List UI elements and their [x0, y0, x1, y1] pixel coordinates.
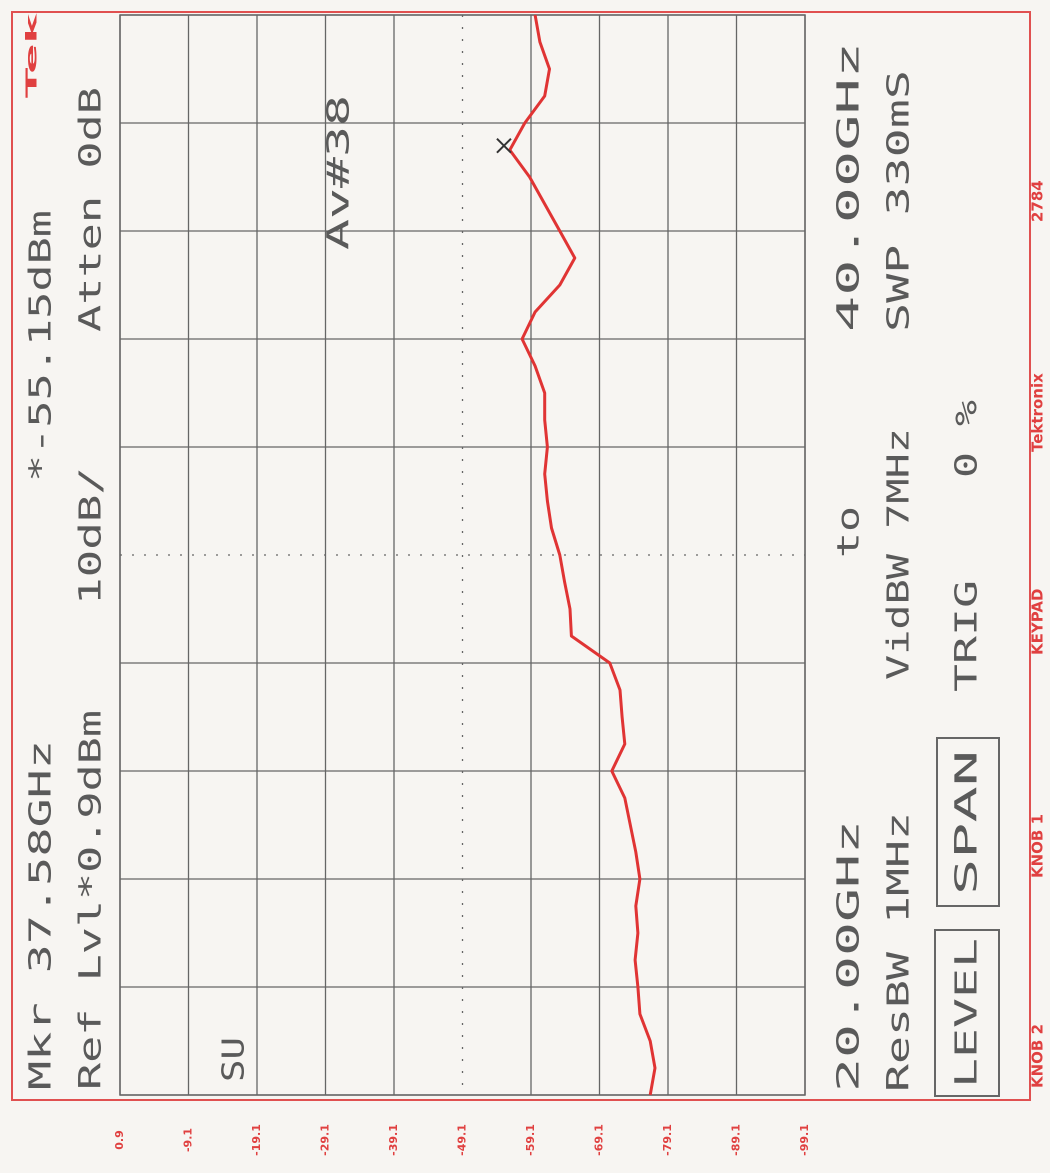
screen-text: Ref Lvl*0.9dBm [74, 710, 109, 1090]
frame [11, 11, 1031, 1101]
screen-text: VidBW 7MHz [882, 428, 917, 680]
screen-text: Av#38 [322, 95, 357, 250]
screen-text: Mkr 37.58GHz [24, 740, 59, 1090]
softkey-label: KNOB 2 [1029, 1024, 1047, 1088]
marker [496, 137, 512, 154]
amplitude-tick-label: -29.1 [319, 1124, 332, 1156]
amplitude-tick-label: -39.1 [387, 1124, 400, 1156]
screen-text: Atten 0dB [74, 87, 109, 332]
screen-text: to [832, 506, 867, 558]
screen-text: LEVEL [950, 938, 985, 1088]
softkey-label: KEYPAD [1029, 589, 1047, 655]
screen-text: SWP 330mS [882, 70, 917, 332]
screen-text: ResBW 1MHz [882, 812, 917, 1092]
screen-text: 0 % [950, 400, 985, 478]
screen-text: SPAN [950, 750, 985, 895]
screen-text: Tek [23, 11, 41, 98]
softkey-label: KNOB 1 [1029, 814, 1047, 878]
level-box [934, 929, 1000, 1097]
screen-text: *-55.15dBm [24, 210, 59, 482]
amplitude-tick-label: -79.1 [661, 1124, 674, 1156]
span-box [936, 737, 1000, 907]
amplitude-tick-label: -69.1 [593, 1124, 606, 1156]
amplitude-tick-label: -89.1 [730, 1124, 743, 1156]
amplitude-tick-label: -9.1 [182, 1128, 195, 1152]
amplitude-tick-label: -99.1 [798, 1124, 811, 1156]
amplitude-tick-label: 0.9 [113, 1130, 126, 1150]
screen-text: SU [217, 1037, 252, 1082]
softkey-label: Tektronix [1029, 373, 1047, 452]
screen-text: 10dB/ [74, 467, 109, 605]
trace [508, 14, 657, 1096]
amplitude-tick-label: -19.1 [250, 1124, 263, 1156]
screen-text: 20.00GHz [832, 820, 867, 1092]
screen-text: 40.00GHz [832, 42, 867, 332]
screen-text: TRIG [950, 580, 985, 692]
softkey-label: 2784 [1029, 180, 1047, 222]
amplitude-tick-label: -49.1 [456, 1124, 469, 1156]
amplitude-tick-label: -59.1 [524, 1124, 537, 1156]
